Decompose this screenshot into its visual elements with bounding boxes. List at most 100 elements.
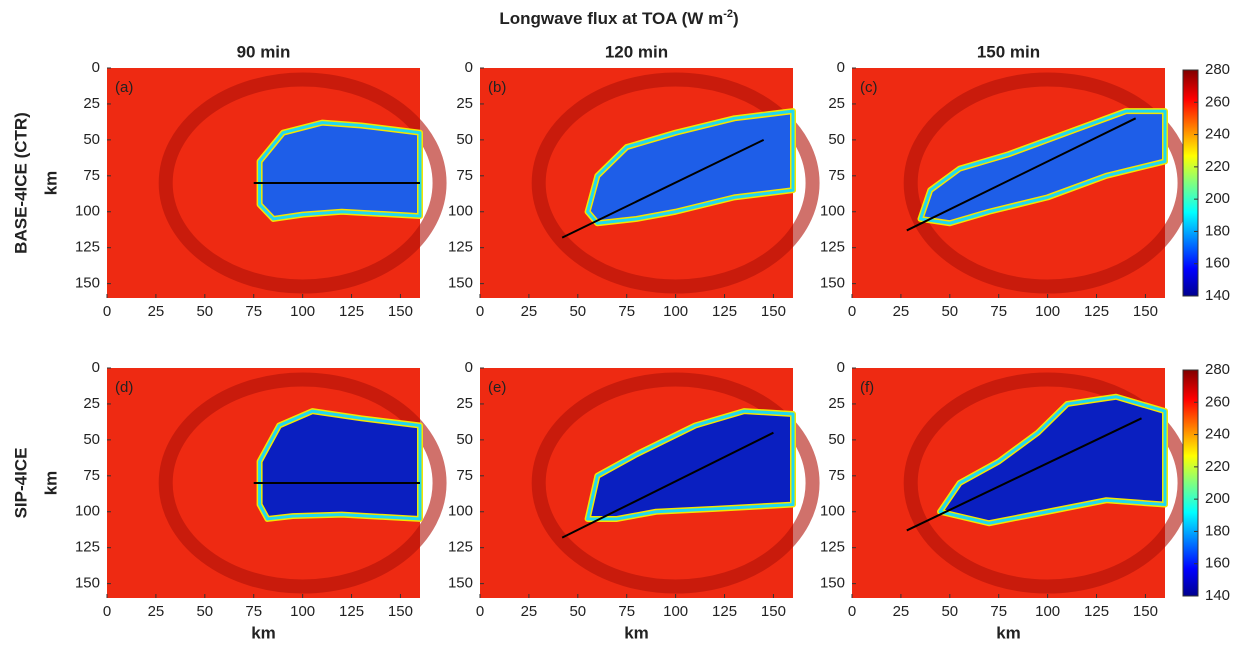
y-tick-label: 125 (820, 539, 845, 556)
cross-section (561, 431, 774, 539)
y-tick-label: 50 (83, 431, 100, 448)
x-tick-label: 0 (848, 603, 856, 620)
x-tick-label: 150 (761, 303, 786, 320)
x-tick-label: 150 (1133, 603, 1158, 620)
x-tick-label: 100 (663, 603, 688, 620)
colorbar-tick-label: 200 (1205, 190, 1230, 207)
y-tick-label: 50 (828, 131, 845, 148)
y-tick-label: 150 (75, 275, 100, 292)
y-tick-label: 125 (820, 239, 845, 256)
x-tick-label: 100 (290, 303, 315, 320)
x-tick-label: 25 (893, 303, 910, 320)
y-tick-label: 125 (75, 239, 100, 256)
y-tick-label: 100 (448, 203, 473, 220)
x-axis-label: km (996, 623, 1021, 642)
y-tick-label: 25 (456, 395, 473, 412)
x-tick-label: 125 (339, 603, 364, 620)
colorbar-tick-label: 140 (1205, 587, 1230, 604)
y-tick-label: 100 (820, 503, 845, 520)
x-tick-label: 50 (569, 303, 586, 320)
colorbar-tick-label: 260 (1205, 393, 1230, 410)
colorbar (1182, 69, 1199, 297)
cross-section (906, 417, 1142, 532)
cross-section (561, 138, 765, 239)
y-tick-label: 100 (75, 203, 100, 220)
y-tick-label: 25 (456, 95, 473, 112)
x-tick-label: 75 (618, 303, 635, 320)
y-tick-label: 150 (820, 575, 845, 592)
y-tick-label: 25 (83, 395, 100, 412)
x-tick-label: 125 (712, 603, 737, 620)
y-tick-label: 75 (828, 167, 845, 184)
x-tick-label: 0 (848, 303, 856, 320)
outflow-arc (158, 372, 447, 594)
x-tick-label: 100 (1035, 603, 1060, 620)
y-tick-label: 0 (465, 359, 473, 376)
y-tick-label: 0 (465, 59, 473, 76)
y-tick-label: 150 (448, 275, 473, 292)
x-tick-label: 75 (245, 603, 262, 620)
x-axis-label: km (251, 623, 276, 642)
y-tick-label: 150 (448, 575, 473, 592)
x-tick-label: 25 (148, 603, 165, 620)
row-label: SIP-4ICE (11, 448, 30, 519)
y-tick-label: 75 (456, 167, 473, 184)
y-axis-label: km (41, 471, 60, 496)
x-tick-label: 0 (103, 303, 111, 320)
x-tick-label: 50 (196, 603, 213, 620)
colorbar-tick-label: 220 (1205, 158, 1230, 175)
outflow-arc (158, 72, 447, 294)
cloud-anvil (256, 119, 423, 222)
colorbar-tick-label: 140 (1205, 287, 1230, 304)
y-tick-label: 150 (820, 275, 845, 292)
y-tick-label: 25 (828, 95, 845, 112)
x-tick-label: 75 (618, 603, 635, 620)
y-tick-label: 100 (820, 203, 845, 220)
panel-label: (d) (115, 379, 133, 396)
panel-label: (e) (488, 379, 506, 396)
y-tick-label: 75 (456, 467, 473, 484)
y-tick-label: 50 (828, 431, 845, 448)
x-tick-label: 150 (1133, 303, 1158, 320)
cross-section (906, 117, 1137, 232)
y-tick-label: 0 (837, 359, 845, 376)
y-tick-label: 125 (75, 539, 100, 556)
y-tick-label: 0 (92, 59, 100, 76)
x-tick-label: 0 (103, 603, 111, 620)
x-tick-label: 25 (148, 303, 165, 320)
x-axis-label: km (624, 623, 649, 642)
x-tick-label: 150 (388, 603, 413, 620)
colorbar-tick-label: 260 (1205, 93, 1230, 110)
x-tick-label: 50 (941, 303, 958, 320)
x-tick-label: 100 (663, 303, 688, 320)
x-tick-label: 125 (339, 303, 364, 320)
x-tick-label: 125 (712, 303, 737, 320)
figure-title: Longwave flux at TOA (W m-2) (499, 8, 738, 29)
colorbar-tick-label: 280 (1205, 61, 1230, 78)
panel-label: (f) (860, 379, 874, 396)
panel-label: (c) (860, 79, 878, 96)
colorbar-tick-label: 180 (1205, 522, 1230, 539)
cloud-edge (258, 409, 422, 521)
cloud-edge (586, 109, 795, 225)
x-tick-label: 25 (521, 603, 538, 620)
y-tick-label: 50 (83, 131, 100, 148)
x-tick-label: 100 (1035, 303, 1060, 320)
colorbar-tick-label: 180 (1205, 222, 1230, 239)
row-label: BASE-4ICE (CTR) (11, 112, 30, 254)
y-tick-label: 100 (448, 503, 473, 520)
cloud-edge (258, 121, 422, 221)
colorbar-tick-label: 160 (1205, 255, 1230, 272)
panel-label: (b) (488, 79, 506, 96)
y-tick-label: 75 (83, 467, 100, 484)
y-tick-label: 50 (456, 431, 473, 448)
outflow-arc (531, 372, 820, 594)
colorbar (1182, 369, 1199, 597)
x-tick-label: 100 (290, 603, 315, 620)
x-tick-label: 75 (245, 303, 262, 320)
y-tick-label: 0 (837, 59, 845, 76)
